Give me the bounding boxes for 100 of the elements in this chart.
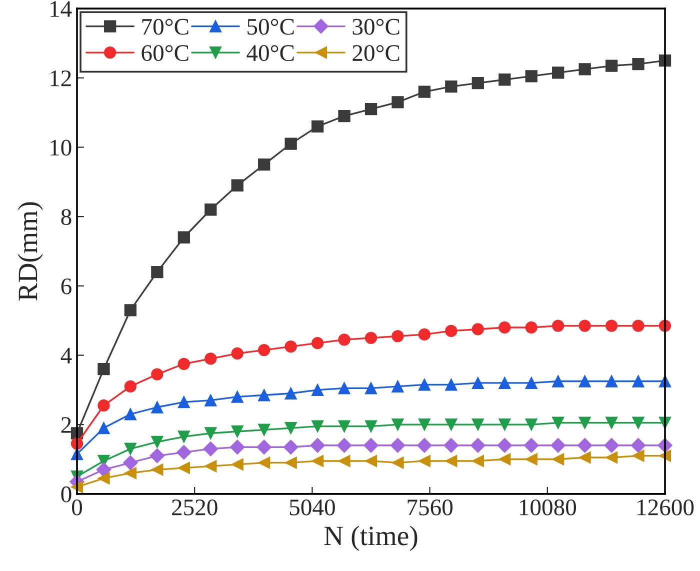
point <box>525 376 538 390</box>
y-tick-label: 10 <box>50 140 72 156</box>
point <box>578 375 591 388</box>
point <box>178 231 190 244</box>
point <box>258 344 270 356</box>
point <box>311 337 324 350</box>
x-tick-label: 7560 <box>408 499 453 516</box>
x-tick-label: 10080 <box>520 499 576 516</box>
point <box>418 328 431 341</box>
point <box>604 438 619 453</box>
x-tick-label: 5040 <box>290 499 335 516</box>
point <box>204 352 217 365</box>
legend-label: 60°C <box>142 45 188 62</box>
x-tick-label: 0 <box>72 499 82 516</box>
point <box>178 462 190 474</box>
point <box>630 438 646 453</box>
point <box>96 462 112 478</box>
point <box>605 320 618 332</box>
point <box>578 320 591 332</box>
point <box>311 120 324 133</box>
point <box>231 347 244 360</box>
legend-label: 40°C <box>246 45 294 62</box>
point <box>338 334 350 346</box>
point <box>124 304 137 316</box>
point <box>311 384 324 396</box>
point <box>204 460 217 472</box>
point <box>632 450 644 462</box>
point <box>178 396 190 408</box>
point <box>98 472 110 484</box>
point <box>178 358 190 370</box>
point <box>364 382 378 394</box>
point <box>417 438 432 453</box>
point <box>445 324 458 338</box>
y-tick-label: 8 <box>61 209 72 225</box>
point <box>258 389 270 402</box>
point <box>498 453 511 466</box>
point <box>578 63 591 76</box>
point <box>231 179 244 192</box>
point <box>525 321 538 334</box>
point <box>605 416 618 429</box>
point <box>390 438 406 453</box>
point <box>283 440 298 455</box>
point <box>472 376 484 390</box>
y-tick-label: 2 <box>61 417 71 433</box>
point <box>552 320 564 332</box>
point <box>150 448 165 464</box>
point <box>178 430 190 443</box>
point <box>392 456 404 469</box>
legend-label: 20°C <box>352 45 400 62</box>
point <box>284 138 297 150</box>
point <box>418 86 431 98</box>
point <box>472 77 484 90</box>
point <box>364 454 378 468</box>
point <box>472 454 484 468</box>
point <box>310 438 325 453</box>
point <box>338 454 350 468</box>
x-tick-label: 12600 <box>638 499 694 516</box>
point <box>418 418 431 431</box>
point <box>258 456 270 469</box>
point <box>605 60 618 72</box>
point <box>364 103 378 116</box>
point <box>98 363 110 376</box>
y-axis-title: RD(mm) <box>18 202 43 301</box>
point <box>151 266 164 278</box>
point <box>151 464 164 476</box>
point <box>151 436 164 448</box>
point <box>364 420 378 432</box>
point <box>578 416 591 429</box>
point <box>338 382 350 394</box>
point <box>124 442 137 455</box>
point <box>445 418 458 431</box>
point <box>231 458 244 471</box>
point <box>311 454 324 468</box>
point <box>392 380 404 393</box>
point <box>525 70 538 82</box>
point <box>98 399 110 412</box>
point <box>498 321 511 334</box>
legend-label: 30°C <box>352 18 400 35</box>
point <box>578 451 591 464</box>
point <box>498 418 511 431</box>
point <box>472 323 484 336</box>
point <box>338 420 350 432</box>
legend-label: 70°C <box>142 18 188 35</box>
point <box>204 394 217 406</box>
point <box>284 340 297 353</box>
point <box>231 390 244 403</box>
point <box>445 80 458 93</box>
point <box>552 66 564 79</box>
point <box>444 438 459 453</box>
point <box>632 416 644 429</box>
point <box>151 401 164 414</box>
point <box>472 418 484 431</box>
y-tick-label: 6 <box>61 278 72 294</box>
point <box>445 378 458 391</box>
point <box>123 455 138 470</box>
point <box>550 438 566 453</box>
point <box>552 416 564 429</box>
point <box>470 438 486 453</box>
point <box>338 110 350 122</box>
point <box>525 418 538 431</box>
